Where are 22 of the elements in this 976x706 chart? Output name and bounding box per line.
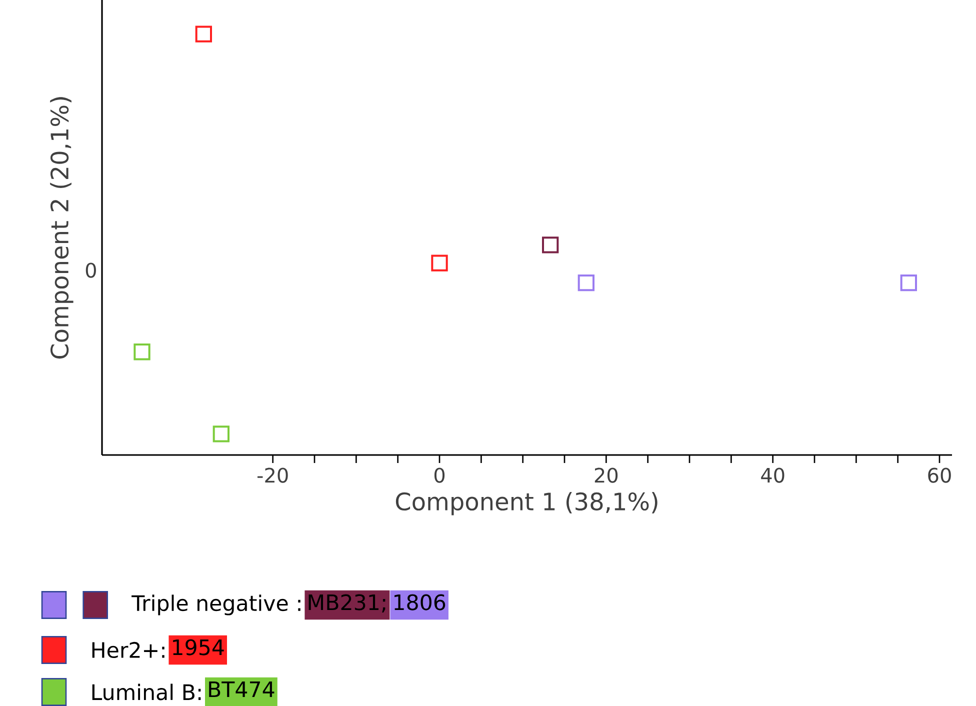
text: 1806 [394,594,446,610]
x-tick-label: 20 [594,468,618,483]
point [195,26,212,42]
x-tick-label: -20 [257,468,288,483]
point [134,344,150,360]
x-axis-title: Component 1 (38,1%) [396,492,658,516]
text: BT474 [209,681,274,698]
point [212,426,230,442]
x-tick-label: 60 [928,468,951,483]
text: Luminal B: [92,684,201,700]
x-tick-label: 0 [434,468,445,483]
point [578,274,594,292]
text: MB231; [308,594,386,613]
point [431,254,448,272]
x-tick-label: 40 [761,468,784,483]
text: Her2+: [92,642,164,658]
y-axis-title: Component 2 (20,1%) [50,97,74,359]
text: Triple negative : [132,594,300,616]
point [900,274,917,292]
text: 1954 [173,639,224,656]
text: 0 [86,262,96,278]
point [542,236,559,254]
